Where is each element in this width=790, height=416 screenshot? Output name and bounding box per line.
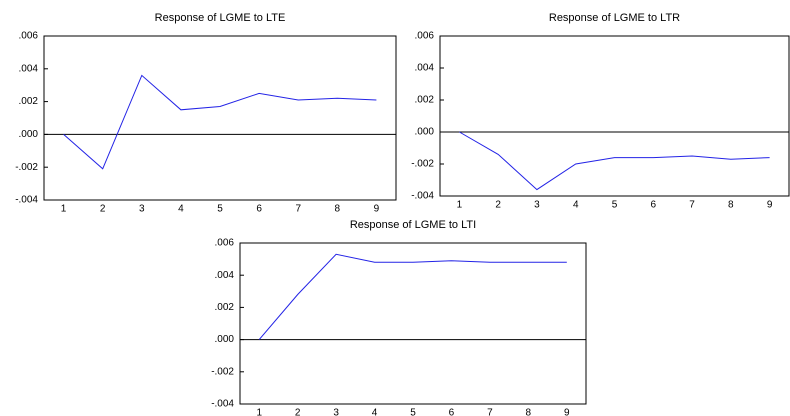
x-tick-label: 5 — [612, 200, 618, 211]
y-tick-label: -.002 — [211, 366, 234, 377]
x-tick-label: 5 — [217, 204, 223, 215]
x-tick-label: 2 — [495, 200, 501, 211]
response-line — [64, 75, 377, 168]
response-line — [459, 132, 769, 190]
y-tick-label: .002 — [215, 302, 235, 313]
y-tick-label: .006 — [415, 31, 435, 42]
x-tick-label: 6 — [256, 204, 262, 215]
x-tick-label: 7 — [487, 408, 493, 416]
y-tick-label: .004 — [415, 63, 435, 74]
y-tick-label: .004 — [215, 270, 235, 281]
y-tick-label: .000 — [415, 127, 435, 138]
y-tick-label: .000 — [215, 334, 235, 345]
y-tick-label: .000 — [19, 129, 39, 140]
x-tick-label: 7 — [689, 200, 695, 211]
y-tick-label: -.002 — [411, 159, 434, 170]
x-tick-label: 5 — [410, 408, 416, 416]
plot-frame — [240, 243, 586, 404]
charts: Response of LGME to LTE .006 .004 .002 .000 -… — [0, 0, 790, 416]
y-tick-label: -.004 — [411, 191, 434, 202]
plot-frame — [44, 36, 396, 200]
x-tick-label: 3 — [534, 200, 540, 211]
page: {"chart_data": [ {"type": "line", "title… — [0, 0, 790, 416]
x-tick-label: 1 — [256, 408, 262, 416]
y-tick-label: .006 — [215, 238, 235, 249]
x-tick-label: 1 — [457, 200, 463, 211]
y-tick-label: .004 — [19, 63, 39, 74]
chart-title: Response of LGME to LTE — [155, 12, 286, 24]
x-tick-label: 2 — [295, 408, 301, 416]
response-line — [259, 254, 567, 339]
plot-frame — [440, 36, 789, 196]
x-tick-label: 7 — [295, 204, 301, 215]
x-tick-label: 1 — [61, 204, 67, 215]
y-tick-label: .002 — [415, 95, 435, 106]
x-tick-label: 9 — [564, 408, 570, 416]
x-tick-label: 8 — [335, 204, 341, 215]
y-tick-label: .006 — [19, 31, 39, 42]
y-tick-label: -.002 — [15, 162, 38, 173]
x-tick-label: 8 — [728, 200, 734, 211]
y-tick-label: -.004 — [15, 195, 38, 206]
x-tick-label: 6 — [449, 408, 455, 416]
y-tick-label: -.004 — [211, 399, 234, 410]
x-tick-label: 9 — [767, 200, 773, 211]
chart-title: Response of LGME to LTI — [350, 219, 476, 231]
x-tick-label: 2 — [100, 204, 106, 215]
chart-title: Response of LGME to LTR — [549, 12, 680, 24]
x-tick-label: 3 — [333, 408, 339, 416]
x-tick-label: 4 — [372, 408, 378, 416]
x-tick-label: 9 — [374, 204, 380, 215]
x-tick-label: 3 — [139, 204, 145, 215]
x-tick-label: 8 — [526, 408, 532, 416]
x-tick-label: 6 — [650, 200, 656, 211]
x-tick-label: 4 — [573, 200, 579, 211]
x-tick-label: 4 — [178, 204, 184, 215]
y-tick-label: .002 — [19, 96, 39, 107]
